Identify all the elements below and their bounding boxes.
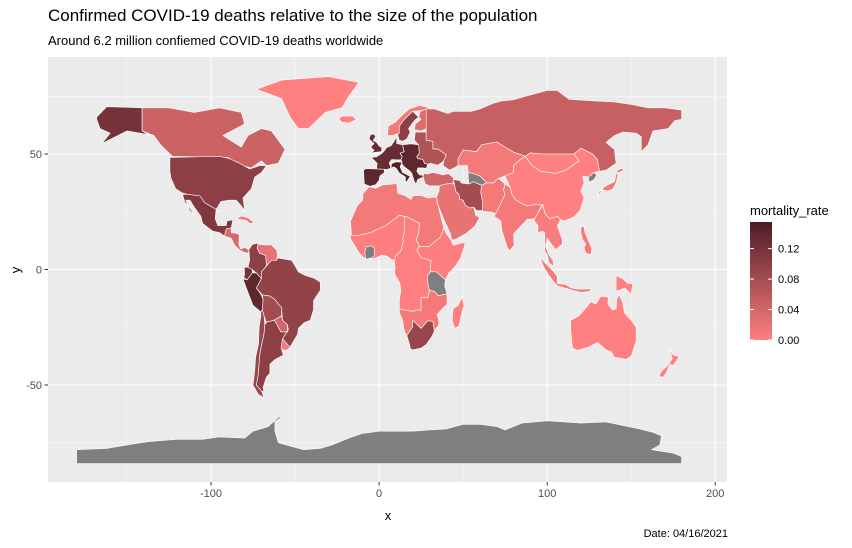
- region-new-zealand: [658, 348, 680, 378]
- legend-title: mortality_rate: [750, 203, 829, 218]
- region-japan: [597, 167, 624, 198]
- region-greenland: [256, 76, 360, 129]
- region-cuba: [235, 215, 255, 224]
- x-tick-label: 0: [376, 488, 382, 500]
- country-regions: [76, 76, 682, 464]
- region-argentina: [256, 320, 289, 393]
- region-papua-new-guinea: [615, 275, 634, 295]
- region-central-europe: [399, 143, 429, 185]
- region-italy: [390, 161, 411, 182]
- y-tick-label: 50: [30, 149, 42, 161]
- region-canada: [141, 107, 286, 169]
- chart-title: Confirmed COVID-19 deaths relative to th…: [48, 6, 538, 25]
- legend-ticks: 0.12 0.08 0.04 0.00: [750, 244, 799, 347]
- region-iceland: [338, 115, 357, 124]
- legend-tick-label: 0.04: [778, 305, 799, 317]
- region-indonesia: [539, 256, 593, 293]
- y-axis-title: y: [8, 266, 23, 273]
- region-ivory-coast-region: [364, 245, 375, 260]
- region-peru: [242, 272, 264, 313]
- x-axis-ticks: -100 0 100 200: [200, 482, 724, 500]
- y-tick-label: -50: [26, 380, 42, 392]
- x-axis-title: x: [385, 508, 392, 523]
- date-caption: Date: 04/16/2021: [643, 528, 728, 540]
- region-australia: [570, 294, 637, 360]
- region-united-states: [169, 156, 267, 211]
- legend-colorbar: [750, 222, 772, 340]
- region-north-korea: [588, 172, 597, 183]
- region-southeast-asia: [533, 204, 563, 267]
- y-tick-label: 0: [36, 265, 42, 277]
- region-united-kingdom: [368, 133, 383, 155]
- region-india: [493, 183, 543, 252]
- x-tick-label: -100: [200, 488, 222, 500]
- legend-tick-label: 0.12: [778, 244, 799, 256]
- region-philippines: [580, 226, 592, 255]
- chart-subtitle: Around 6.2 million confiemed COVID-19 de…: [48, 33, 384, 48]
- region-antarctica: [76, 415, 682, 464]
- region-spain-and-portugal: [363, 168, 385, 187]
- region-south-africa: [406, 320, 435, 351]
- legend-tick-label: 0.00: [778, 335, 799, 347]
- x-tick-label: 200: [706, 488, 724, 500]
- region-middle-east: [436, 183, 480, 241]
- region-madagascar: [451, 296, 465, 329]
- legend-tick-label: 0.08: [778, 274, 799, 286]
- region-central-america: [224, 227, 250, 254]
- region-southern-africa: [399, 290, 448, 336]
- y-axis-ticks: -50 0 50: [26, 149, 48, 392]
- x-tick-label: 100: [538, 488, 556, 500]
- legend: mortality_rate 0.12 0.08 0.04 0.00: [750, 203, 829, 347]
